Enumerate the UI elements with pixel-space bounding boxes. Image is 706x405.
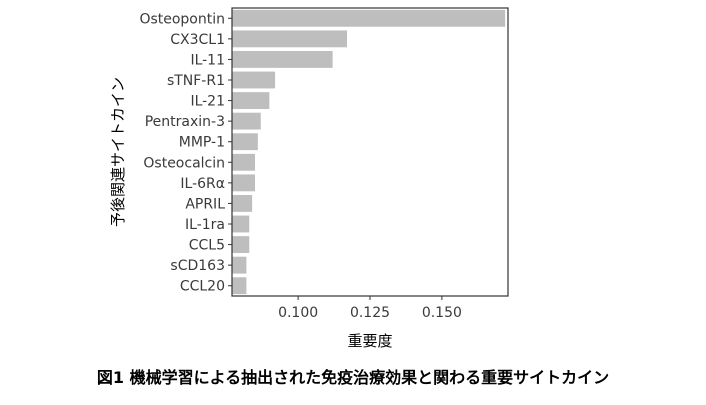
y-tick-label: IL-6Rα — [180, 176, 225, 192]
bar-il-1ra — [232, 215, 250, 233]
y-tick-label: IL-21 — [190, 94, 225, 110]
y-tick-label: IL-1ra — [185, 217, 225, 233]
bar-osteopontin — [232, 9, 506, 27]
y-tick-label: CCL20 — [180, 279, 225, 295]
y-tick-label: MMP-1 — [179, 135, 225, 151]
bar-pentraxin-3 — [232, 112, 261, 130]
bar-il-21 — [232, 92, 270, 110]
bar-ccl20 — [232, 277, 247, 295]
x-axis-title: 重要度 — [347, 332, 392, 350]
bar-cx3cl1 — [232, 30, 347, 48]
bar-stnf-r1 — [232, 71, 276, 89]
y-tick-label: Osteocalcin — [143, 155, 225, 171]
y-tick-label: IL-11 — [190, 52, 225, 68]
bar-il-6r- — [232, 174, 255, 192]
x-tick-label: 0.100 — [278, 305, 318, 321]
y-tick-label: sTNF-R1 — [167, 73, 225, 89]
bar-mmp-1 — [232, 133, 258, 151]
bar-osteocalcin — [232, 153, 255, 171]
bar-il-11 — [232, 50, 333, 68]
x-ticks: 0.100 0.125 0.150 — [278, 296, 462, 321]
y-tick-label: APRIL — [185, 196, 225, 212]
y-tick-label: Osteopontin — [139, 11, 225, 27]
y-axis-title: 予後関連サイトカイン — [109, 77, 127, 227]
bar-april — [232, 194, 253, 212]
figure-caption: 図1 機械学習による抽出された免疫治療効果と関わる重要サイトカイン — [96, 368, 610, 387]
y-tick-label: Pentraxin-3 — [145, 114, 225, 130]
importance-bar-chart: Osteopontin CX3CL1 IL-11 sTNF-R1 IL-21 Pentra… — [109, 7, 509, 350]
y-tick-label: CCL5 — [189, 238, 225, 254]
y-tick-label: sCD163 — [170, 258, 225, 274]
x-tick-label: 0.150 — [422, 305, 462, 321]
bars-group — [232, 9, 506, 295]
y-tick-labels: Osteopontin CX3CL1 IL-11 sTNF-R1 IL-21 Pentra… — [139, 11, 225, 294]
y-tick-marks — [228, 17, 232, 287]
bar-ccl5 — [232, 236, 250, 254]
y-tick-label: CX3CL1 — [170, 32, 225, 48]
bar-scd163 — [232, 256, 247, 274]
x-tick-label: 0.125 — [350, 305, 390, 321]
